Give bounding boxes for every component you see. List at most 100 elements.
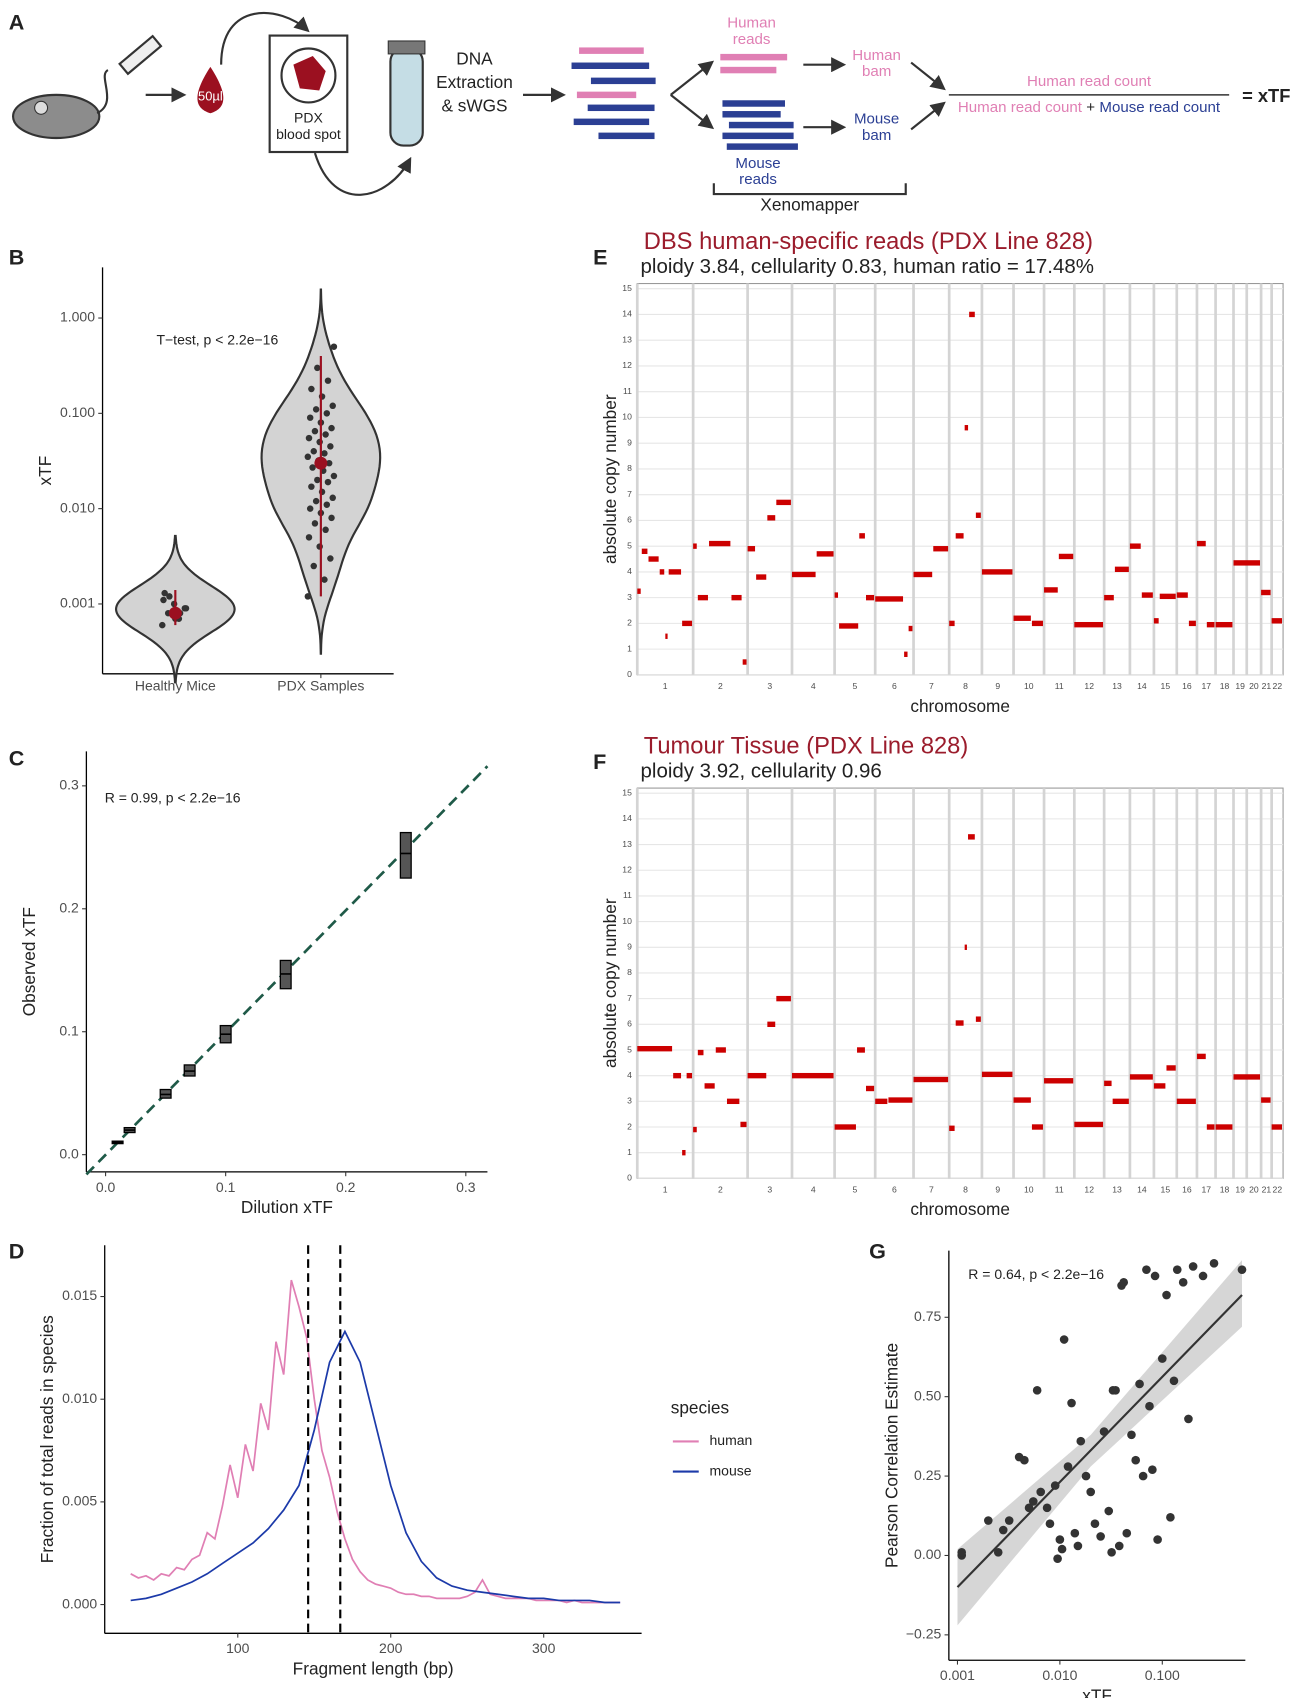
x-axis-label: chromosome <box>910 696 1010 716</box>
x-tick-label: 0.0 <box>96 1179 116 1195</box>
fit-line <box>956 1294 1243 1588</box>
x-axis-label: xTF <box>1082 1685 1112 1698</box>
segment <box>776 499 791 506</box>
segment <box>866 1085 875 1092</box>
point <box>330 343 338 350</box>
segment <box>1176 1098 1196 1105</box>
x-tick-label: 4 <box>811 681 816 691</box>
point <box>1122 1528 1132 1538</box>
segment <box>704 1083 715 1089</box>
syringe <box>118 34 163 76</box>
point <box>957 1547 967 1557</box>
segment <box>949 620 955 627</box>
segment <box>747 1072 767 1079</box>
point <box>304 453 312 461</box>
segment <box>1188 620 1196 627</box>
y-tick-label: 0.015 <box>62 1287 97 1303</box>
segment <box>904 651 908 657</box>
mouse-icon <box>11 93 101 140</box>
segment <box>709 540 731 547</box>
y-tick-label: 2 <box>627 618 632 628</box>
point <box>1135 1379 1144 1389</box>
segment <box>767 515 776 521</box>
segment <box>839 623 859 629</box>
point <box>1081 1471 1091 1481</box>
segment <box>1044 1078 1074 1084</box>
chart-title: DBS human-specific reads (PDX Line 828) <box>644 229 1093 255</box>
point <box>324 377 332 384</box>
x-tick-label: 14 <box>1137 681 1147 691</box>
segment <box>1261 1097 1271 1103</box>
point <box>1036 1487 1046 1497</box>
y-tick-label: 3 <box>627 592 632 602</box>
segment <box>968 834 975 840</box>
segment <box>682 620 693 627</box>
point <box>1150 1271 1160 1281</box>
mouse-bam-label: Mouse bam <box>854 111 899 144</box>
y-tick-label: 3 <box>627 1096 632 1106</box>
point <box>1172 1265 1182 1274</box>
segment <box>792 1072 834 1079</box>
segment <box>888 1097 913 1103</box>
segment <box>1233 1074 1261 1080</box>
annotation: R = 0.64, p < 2.2e−16 <box>968 1266 1104 1282</box>
x-tick-label: 13 <box>1112 681 1122 691</box>
point <box>321 576 328 583</box>
y-tick-label: 9 <box>627 942 632 952</box>
mouse-reads-label: Mouse reads <box>735 155 780 188</box>
box <box>399 831 412 879</box>
y-tick-label: 0.50 <box>914 1387 941 1403</box>
y-tick-label: 10 <box>622 412 632 422</box>
point <box>304 593 312 600</box>
segment <box>964 425 969 431</box>
volume-label: 50µl <box>198 88 223 103</box>
segment <box>975 1016 981 1022</box>
x-tick-label: 9 <box>995 681 1000 691</box>
segment <box>981 569 1013 575</box>
segment <box>1271 1124 1282 1130</box>
point <box>1004 1516 1014 1525</box>
tool-label: Xenomapper <box>760 194 859 214</box>
point <box>1148 1465 1157 1475</box>
y-tick-label: 0.00 <box>914 1546 941 1562</box>
x-tick-label: 2 <box>718 1184 723 1194</box>
segment <box>637 588 641 594</box>
panel-label: C <box>9 746 25 771</box>
point <box>1131 1455 1141 1465</box>
y-tick-label: 0 <box>627 669 632 679</box>
x-tick-label: 21 <box>1262 1184 1272 1194</box>
segment <box>913 571 933 578</box>
x-tick-label: Healthy Mice <box>135 677 216 693</box>
diagram: 50µl PDX blood spot DNA Extraction & sWGS H… <box>11 11 1290 214</box>
segment <box>792 571 816 578</box>
arrow <box>910 101 946 131</box>
x-tick-label: 12 <box>1084 681 1094 691</box>
point <box>1184 1414 1193 1424</box>
point <box>314 476 321 484</box>
y-tick-label: 0.010 <box>60 499 95 515</box>
point <box>1127 1430 1136 1440</box>
point <box>322 431 329 438</box>
y-tick-label: 0.3 <box>59 777 79 793</box>
segment <box>1153 1083 1166 1089</box>
point <box>311 520 319 527</box>
y-tick-label: 4 <box>627 566 632 576</box>
x-tick-label: 19 <box>1235 1184 1245 1194</box>
y-tick-label: 1.000 <box>60 309 95 325</box>
segment <box>731 594 742 601</box>
segment <box>964 944 967 950</box>
x-axis-label: chromosome <box>910 1199 1010 1219</box>
point <box>1138 1471 1148 1481</box>
segment <box>969 311 975 318</box>
point <box>324 478 332 486</box>
x-axis-label: Dilution xTF <box>241 1197 333 1217</box>
x-tick-label: 0.010 <box>1042 1667 1077 1683</box>
point <box>330 472 338 480</box>
y-tick-label: 14 <box>622 813 632 823</box>
x-tick-label: 0.001 <box>940 1667 975 1683</box>
segment <box>715 1047 726 1053</box>
point <box>159 621 166 629</box>
segment <box>1206 1124 1215 1130</box>
segment <box>1104 1080 1112 1087</box>
panel-label: E <box>593 244 607 269</box>
